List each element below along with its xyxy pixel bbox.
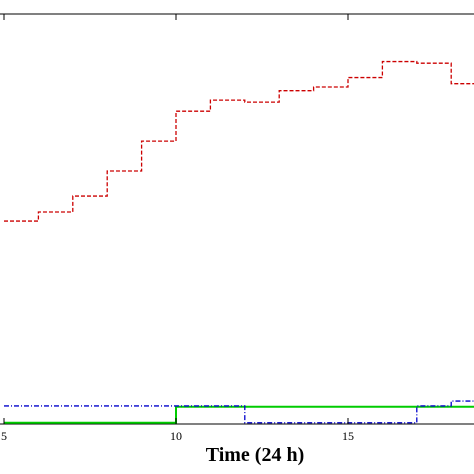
series-line-2 <box>4 405 474 424</box>
x-tick-label: 10 <box>170 429 182 443</box>
plot-area <box>0 13 474 425</box>
series-layer <box>4 60 474 424</box>
series-line-1 <box>4 60 474 222</box>
x-axis-title: Time (24 h) <box>206 444 305 466</box>
x-tick-label: 5 <box>1 429 7 443</box>
x-tick-label: 15 <box>342 429 354 443</box>
x-ticks: 5 10 15 <box>1 14 354 443</box>
series-line-3 <box>4 400 474 424</box>
